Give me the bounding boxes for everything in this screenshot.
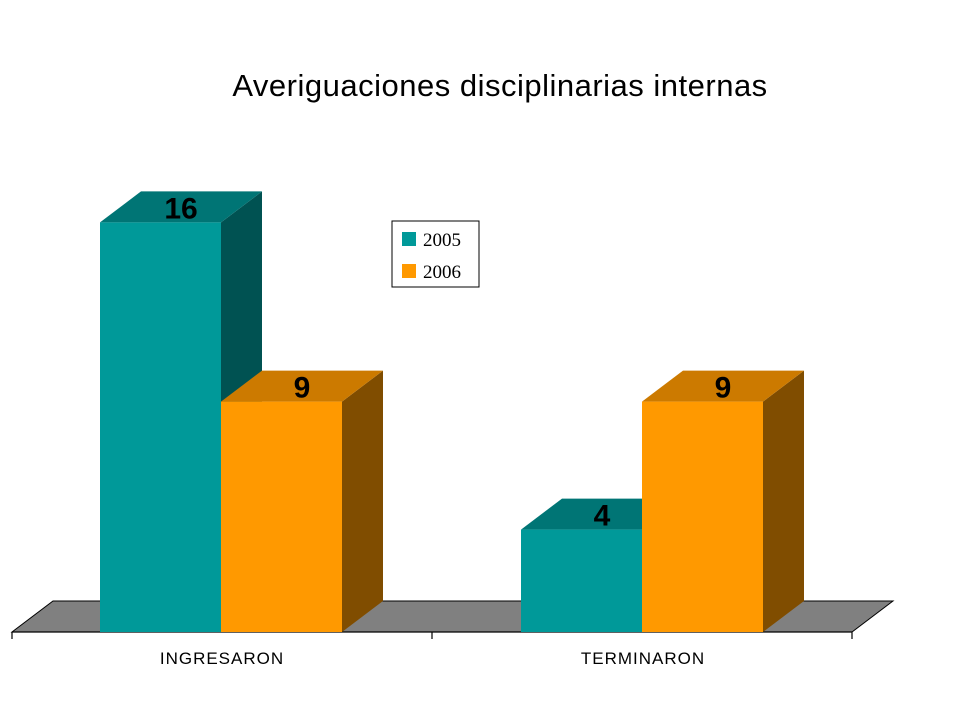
legend: 2005 2006: [391, 220, 480, 288]
data-label: 4: [594, 500, 611, 533]
data-label: 16: [164, 192, 197, 225]
bar-front: [642, 401, 763, 632]
bar-top: [100, 191, 262, 223]
bar-side: [342, 370, 383, 632]
x-axis: INGRESARON TERMINARON: [11, 631, 853, 668]
bar-front: [100, 222, 221, 632]
legend-swatch: [402, 232, 416, 246]
x-tick-label: TERMINARON: [581, 649, 705, 668]
data-label: 9: [294, 372, 311, 405]
bar-front: [221, 401, 342, 632]
legend-label: 2005: [423, 230, 461, 251]
bar: [221, 370, 383, 632]
bar: [642, 370, 804, 632]
x-tick-label: INGRESARON: [160, 649, 284, 668]
bar-top: [221, 370, 383, 402]
legend-swatch: [402, 264, 416, 278]
bar-top: [642, 370, 804, 402]
data-label: 9: [715, 372, 732, 405]
bar-front: [521, 529, 642, 632]
bars: [100, 191, 804, 632]
data-labels: 16 9 4 9: [164, 192, 731, 532]
legend-label: 2006: [423, 262, 461, 283]
chart-title: Averiguaciones disciplinarias internas: [232, 68, 768, 103]
bar-side: [763, 370, 804, 632]
